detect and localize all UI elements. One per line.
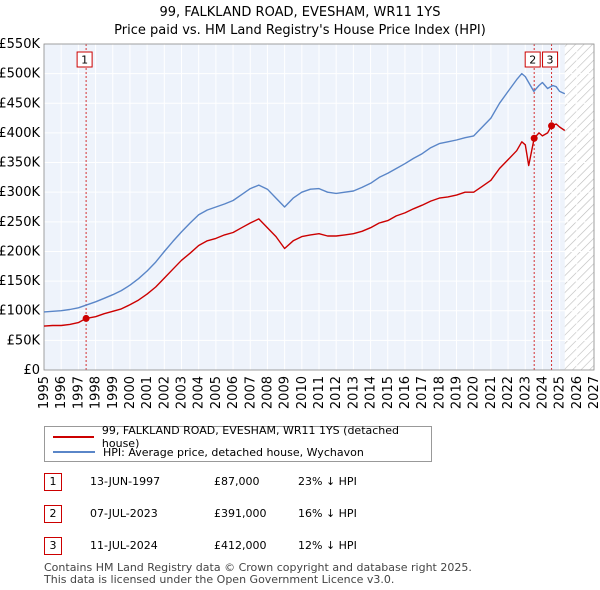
sale-hpi-diff: 12% ↓ HPI — [298, 539, 357, 552]
chart-subtitle: Price paid vs. HM Land Registry's House … — [114, 23, 486, 38]
x-tick-label: 2011 — [312, 376, 327, 409]
x-tick-label: 2013 — [346, 376, 361, 409]
y-tick-label: £400K — [0, 126, 40, 141]
sale-price: £391,000 — [214, 507, 267, 520]
y-tick-label: £200K — [0, 244, 40, 259]
x-tick-label: 2020 — [467, 376, 482, 409]
x-tick-label: 2008 — [260, 376, 275, 409]
x-tick-label: 2022 — [501, 376, 516, 409]
series-line-hpi — [43, 72, 566, 313]
x-tick-label: 2019 — [450, 376, 465, 409]
legend: 99, FALKLAND ROAD, EVESHAM, WR11 1YS (de… — [44, 424, 432, 462]
sale-hpi-diff: 23% ↓ HPI — [298, 475, 357, 488]
x-tick-label: 2010 — [295, 376, 310, 409]
x-tick-label: 2000 — [123, 376, 138, 409]
y-tick-label: £350K — [0, 156, 40, 171]
footer-line-licence: This data is licensed under the Open Gov… — [44, 573, 395, 586]
sale-date: 11-JUL-2024 — [90, 539, 158, 552]
sale-marker-badge — [76, 51, 93, 68]
sale-number-badge: 2 — [44, 505, 62, 523]
sale-marker-badge — [524, 51, 541, 68]
y-tick-label: £100K — [0, 304, 40, 319]
x-tick-label: 1996 — [54, 376, 69, 409]
sale-point — [530, 134, 538, 142]
footer-line-copyright: Contains HM Land Registry data © Crown c… — [44, 561, 472, 574]
chart-title: 99, FALKLAND ROAD, EVESHAM, WR11 1YS — [159, 5, 440, 20]
x-tick-label: 2001 — [140, 376, 155, 409]
sale-date: 13-JUN-1997 — [90, 475, 161, 488]
sale-price: £412,000 — [214, 539, 267, 552]
y-tick-label: £50K — [7, 333, 41, 348]
legend-item-property: 99, FALKLAND ROAD, EVESHAM, WR11 1YS (de… — [53, 424, 431, 450]
sale-marker-badge — [542, 51, 559, 68]
x-tick-label: 2005 — [209, 376, 224, 409]
x-tick-label: 2016 — [398, 376, 413, 409]
sale-number-badge: 3 — [44, 537, 62, 555]
sale-hpi-diff: 16% ↓ HPI — [298, 507, 357, 520]
y-tick-label: £300K — [0, 185, 40, 200]
legend-item-hpi: HPI: Average price, detached house, Wych… — [53, 444, 364, 460]
projection-region — [564, 44, 594, 370]
sale-point — [82, 314, 90, 322]
footer-attribution: Contains HM Land Registry data © Crown c… — [44, 562, 472, 586]
x-tick-label: 2006 — [226, 376, 241, 409]
x-tick-label: 1997 — [71, 376, 86, 409]
x-tick-label: 1999 — [106, 376, 121, 409]
x-tick-label: 1998 — [89, 376, 104, 409]
x-tick-label: 2009 — [278, 376, 293, 409]
legend-label-property: 99, FALKLAND ROAD, EVESHAM, WR11 1YS (de… — [101, 424, 400, 450]
x-tick-label: 2015 — [381, 376, 396, 409]
y-tick-label: £450K — [0, 96, 40, 111]
x-tick-label: 2025 — [553, 376, 568, 409]
x-tick-label: 2014 — [364, 376, 379, 409]
sale-point — [548, 122, 556, 130]
x-tick-label: 2007 — [243, 376, 258, 409]
x-tick-label: 2003 — [175, 376, 190, 409]
x-tick-label: 2004 — [192, 376, 207, 409]
y-tick-label: £0 — [23, 363, 40, 378]
sale-marker-label: 3 — [547, 54, 554, 67]
series-line-property — [43, 123, 566, 327]
legend-label-hpi: HPI: Average price, detached house, Wych… — [103, 445, 364, 459]
x-tick-label: 2027 — [587, 376, 600, 409]
x-tick-label: 2021 — [484, 376, 499, 409]
sale-price: £87,000 — [214, 475, 260, 488]
x-tick-label: 2017 — [415, 376, 430, 409]
plot-frame — [43, 43, 595, 371]
x-tick-label: 1995 — [37, 376, 52, 409]
x-tick-label: 2012 — [329, 376, 344, 409]
sale-marker-label: 2 — [529, 54, 536, 67]
x-tick-label: 2026 — [570, 376, 585, 409]
x-tick-label: 2024 — [535, 376, 550, 409]
y-tick-label: £150K — [0, 274, 40, 289]
legend-swatch-property — [53, 436, 94, 438]
sale-date: 07-JUL-2023 — [90, 507, 158, 520]
sale-number-badge: 1 — [44, 473, 62, 491]
x-tick-label: 2018 — [432, 376, 447, 409]
x-tick-label: 2023 — [518, 376, 533, 409]
y-tick-label: £550K — [0, 37, 40, 52]
y-tick-label: £500K — [0, 67, 40, 82]
price-chart: 99, FALKLAND ROAD, EVESHAM, WR11 1YS Pri… — [0, 5, 600, 409]
y-tick-label: £250K — [0, 215, 40, 230]
legend-swatch-hpi — [53, 451, 95, 453]
sale-marker-label: 1 — [81, 54, 88, 67]
x-tick-label: 2002 — [157, 376, 172, 409]
